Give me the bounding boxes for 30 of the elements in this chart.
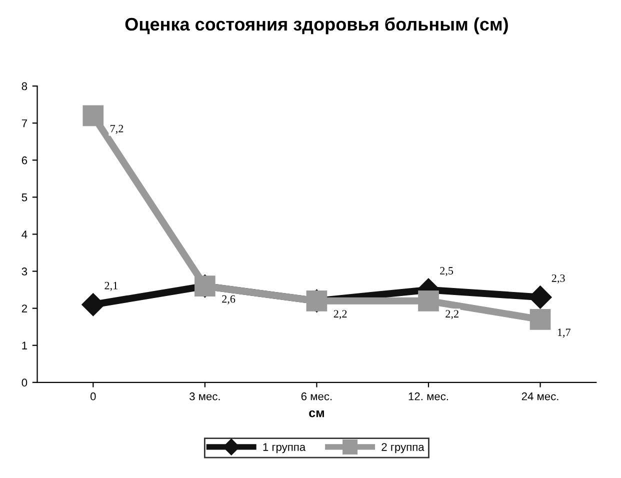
x-tick-label: 24 мес. bbox=[522, 392, 558, 400]
y-tick-label: 2 bbox=[22, 304, 27, 312]
data-label: 2,6 bbox=[222, 295, 236, 304]
legend-label: 2 группа bbox=[382, 443, 424, 454]
x-axis-title: см bbox=[309, 410, 324, 418]
point bbox=[418, 290, 439, 312]
data-label: 1,7 bbox=[558, 328, 571, 338]
data-label: 7,2 bbox=[110, 124, 124, 134]
y-tick-label: 7 bbox=[22, 119, 27, 128]
y-tick-label: 3 bbox=[22, 268, 28, 276]
x-tick-label: 3 мес. bbox=[189, 392, 220, 400]
chart-title: Оценка состояния здоровья больным (см) bbox=[125, 17, 508, 34]
y-tick-label: 1 bbox=[22, 342, 27, 350]
y-tick-label: 0 bbox=[22, 378, 28, 387]
y-tick-label: 6 bbox=[22, 156, 28, 164]
x-tick-label: 0 bbox=[90, 392, 96, 400]
data-label: 2,1 bbox=[104, 282, 118, 291]
data-label: 2,3 bbox=[552, 274, 565, 284]
point bbox=[530, 309, 551, 330]
y-tick-label: 5 bbox=[22, 194, 28, 202]
y-tick-label: 8 bbox=[22, 82, 28, 90]
data-label: 2,5 bbox=[440, 267, 454, 276]
point bbox=[82, 293, 105, 316]
x-tick-label: 12. мес. bbox=[408, 392, 448, 400]
data-label: 2,2 bbox=[446, 310, 458, 320]
data-label: 2,2 bbox=[334, 310, 347, 320]
legend-label: 1 группа bbox=[263, 443, 306, 454]
x-tick-label: 6 мес. bbox=[301, 392, 332, 400]
y-tick-label: 4 bbox=[22, 230, 28, 238]
point bbox=[82, 105, 104, 126]
